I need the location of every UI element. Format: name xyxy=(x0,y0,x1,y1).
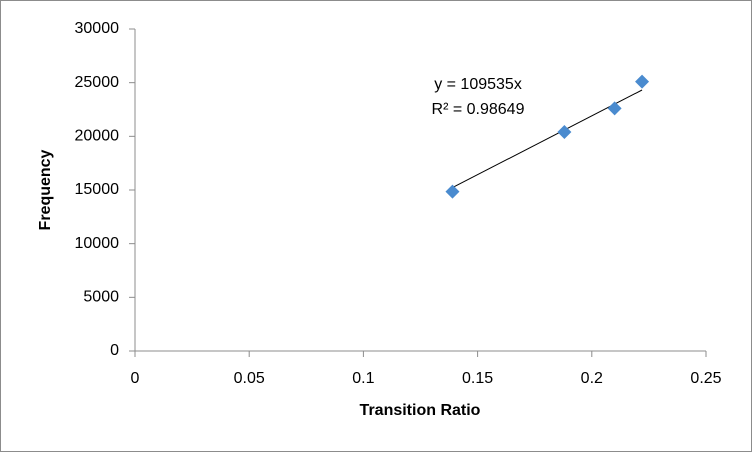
x-tick-label: 0.2 xyxy=(581,370,603,387)
x-tick-label: 0.15 xyxy=(462,370,493,387)
data-point xyxy=(635,74,650,89)
y-tick-label: 0 xyxy=(110,342,119,359)
x-tick-label: 0.05 xyxy=(234,370,265,387)
x-tick-label: 0.1 xyxy=(352,370,374,387)
y-tick-label: 25000 xyxy=(75,74,120,91)
y-tick-label: 10000 xyxy=(75,235,120,252)
x-tick-label: 0 xyxy=(131,370,140,387)
y-tick-label: 30000 xyxy=(75,20,120,37)
y-axis-title: Frequency xyxy=(37,149,54,230)
y-tick-label: 5000 xyxy=(83,289,119,306)
data-point xyxy=(445,184,460,199)
y-tick-label: 15000 xyxy=(75,181,120,198)
trendline-r-squared: R² = 0.98649 xyxy=(432,101,525,118)
x-axis-title: Transition Ratio xyxy=(360,402,481,419)
data-point xyxy=(557,125,572,140)
y-tick-label: 20000 xyxy=(75,128,120,145)
trendline-equation: y = 109535x xyxy=(434,76,522,93)
data-point xyxy=(607,101,622,116)
x-tick-label: 0.25 xyxy=(690,370,721,387)
